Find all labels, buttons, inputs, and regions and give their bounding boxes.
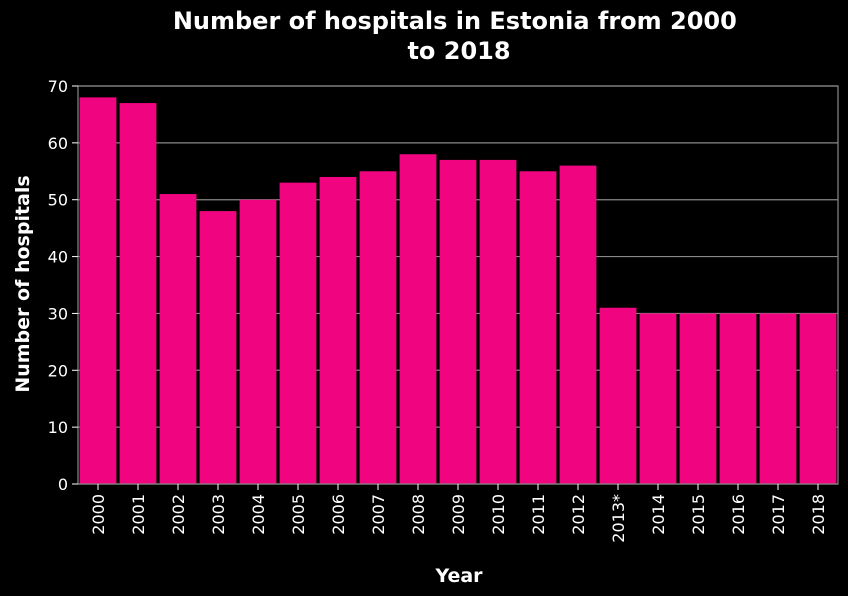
bar-2018 — [799, 313, 837, 484]
x-tick-label: 2003 — [209, 494, 228, 535]
y-tick-label: 40 — [48, 248, 68, 267]
bar-2011 — [519, 171, 557, 485]
x-tick-label: 2006 — [329, 494, 348, 535]
y-axis-ticks: 0 10 20 30 40 50 60 70 — [48, 77, 78, 494]
x-axis-ticks: 2000 2001 2002 2003 2004 2005 2006 2007 2008 2009… — [89, 484, 828, 543]
x-tick-label: 2016 — [729, 494, 748, 535]
y-tick-label: 10 — [48, 418, 68, 437]
x-tick-label: 2017 — [769, 494, 788, 535]
y-tick-label: 60 — [48, 134, 68, 153]
x-tick-label: 2010 — [489, 494, 508, 535]
chart-title: Number of hospitals in Estonia from 2000… — [173, 7, 745, 65]
bar-2007 — [359, 171, 397, 485]
y-tick-label: 30 — [48, 304, 68, 323]
bar-2016 — [719, 313, 757, 484]
bar-2001 — [119, 103, 157, 485]
x-tick-label: 2014 — [649, 494, 668, 535]
x-tick-label: 2013* — [609, 494, 628, 543]
y-tick-label: 50 — [48, 191, 68, 210]
bar-2006 — [319, 176, 357, 484]
x-tick-label: 2011 — [529, 494, 548, 535]
y-axis-label: Number of hospitals — [12, 175, 34, 392]
x-tick-label: 2000 — [89, 494, 108, 535]
bar-2009 — [439, 159, 477, 484]
bar-2000 — [79, 97, 117, 484]
x-tick-label: 2004 — [249, 494, 268, 535]
bar-2002 — [159, 194, 197, 484]
chart-title-line-2: to 2018 — [407, 37, 510, 65]
bar-2015 — [679, 313, 717, 484]
x-tick-label: 2008 — [409, 494, 428, 535]
bar-2017 — [759, 313, 797, 484]
bar-2013-asterisk — [599, 307, 637, 484]
bar-2008 — [399, 154, 437, 484]
y-tick-label: 0 — [58, 475, 68, 494]
bar-2003 — [199, 211, 237, 485]
x-tick-label: 2009 — [449, 494, 468, 535]
y-tick-label: 20 — [48, 361, 68, 380]
bar-2014 — [639, 313, 677, 484]
x-axis-label: Year — [434, 565, 483, 587]
bar-2012 — [559, 165, 597, 484]
x-tick-label: 2001 — [129, 494, 148, 535]
bar-2005 — [279, 182, 317, 484]
bar-2004 — [239, 199, 277, 484]
chart-title-line-1: Number of hospitals in Estonia from 2000 — [173, 7, 737, 35]
y-tick-label: 70 — [48, 77, 68, 96]
x-tick-label: 2015 — [689, 494, 708, 535]
bars — [79, 97, 837, 485]
x-tick-label: 2002 — [169, 494, 188, 535]
x-tick-label: 2005 — [289, 494, 308, 535]
bar-2010 — [479, 159, 517, 484]
x-tick-label: 2018 — [809, 494, 828, 535]
x-tick-label: 2007 — [369, 494, 388, 535]
x-tick-label: 2012 — [569, 494, 588, 535]
